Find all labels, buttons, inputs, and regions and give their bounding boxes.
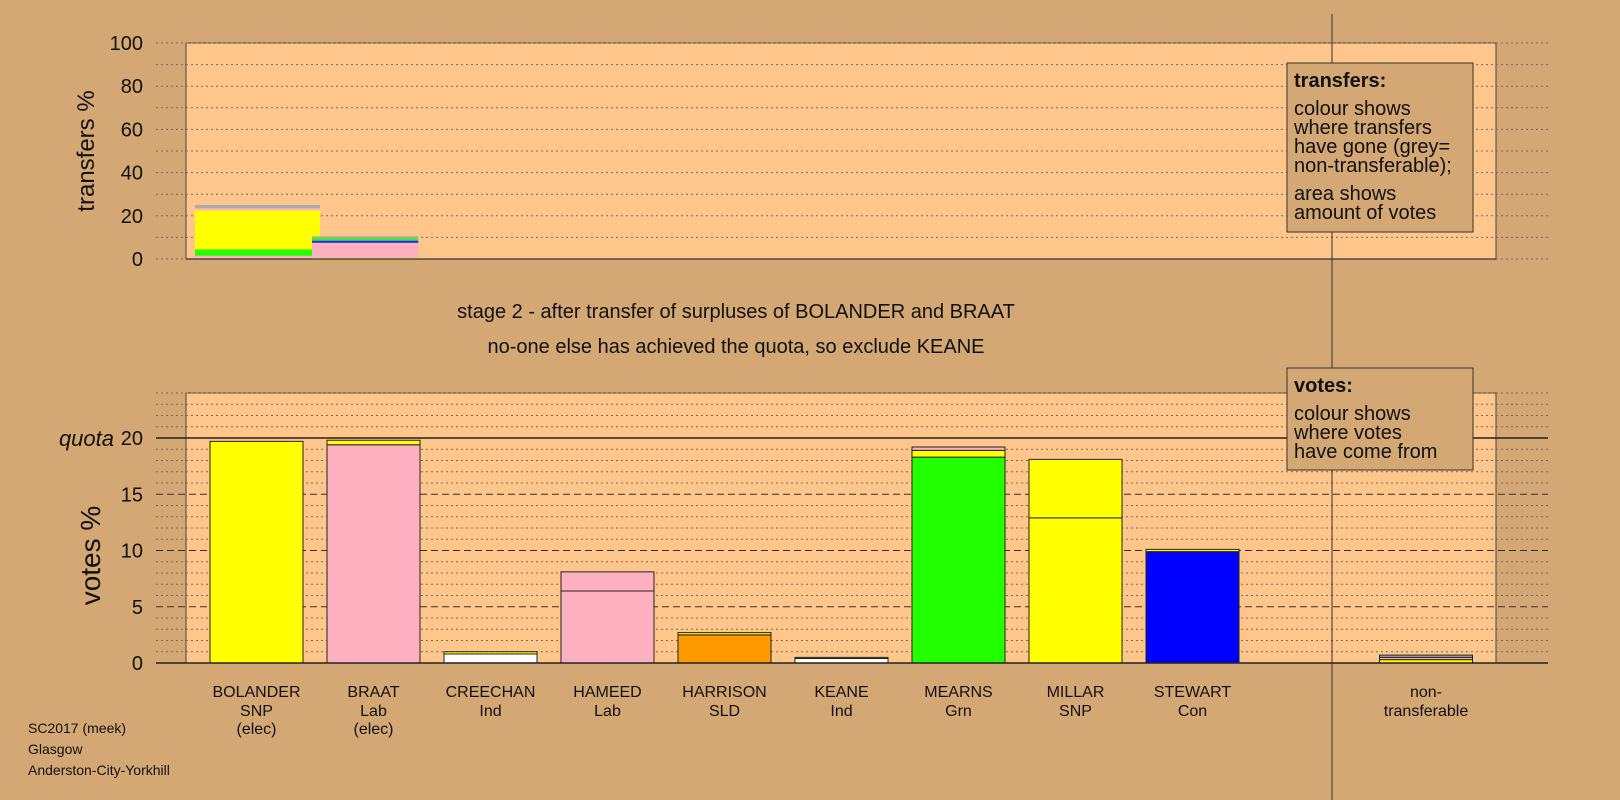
- transfers-y-tick-label: 80: [121, 76, 143, 98]
- transfer-segment: [195, 208, 320, 211]
- votes-y-tick-label: 10: [121, 541, 143, 563]
- candidate-status-label: (elec): [353, 721, 393, 738]
- transfers-y-tick-label: 20: [121, 206, 143, 228]
- transfers-y-tick-label: 100: [110, 33, 143, 55]
- transfers-legend-text: where transfers: [1293, 117, 1432, 139]
- candidate-party-label: Lab: [594, 703, 621, 720]
- candidate-name-label: MILLAR: [1047, 684, 1105, 701]
- votes-legend-title: votes:: [1294, 375, 1353, 397]
- candidate-status-label: (elec): [236, 721, 276, 738]
- votes-y-tick-label: 0: [132, 653, 143, 675]
- transfers-legend-text: amount of votes: [1294, 202, 1436, 224]
- votes-y-tick-label: 20: [121, 428, 143, 450]
- transfer-segment: [312, 236, 419, 239]
- votes-legend-box: [1286, 367, 1474, 471]
- transfers-legend-text: non-transferable);: [1294, 155, 1452, 177]
- transfers-y-axis-label: transfers %: [73, 90, 100, 211]
- candidate-party-label: Ind: [830, 703, 852, 720]
- candidate-name-label: CREECHAN: [446, 684, 536, 701]
- vote-segment: [443, 651, 538, 655]
- transfer-segment: [195, 249, 320, 256]
- vote-segment: [911, 446, 1006, 451]
- ward-name: Anderston-City-Yorkhill: [28, 762, 170, 778]
- candidate-party-label: SLD: [709, 703, 740, 720]
- transfers-y-tick-label: 60: [121, 119, 143, 141]
- stage-subtitle: no-one else has achieved the quota, so e…: [488, 336, 985, 358]
- transfer-segment: [195, 210, 320, 250]
- vote-segment: [1145, 548, 1240, 553]
- votes-y-tick-label: 5: [132, 597, 143, 619]
- votes-legend-text: colour shows: [1294, 403, 1411, 425]
- vote-segment: [326, 444, 421, 664]
- election-name: SC2017 (meek): [28, 720, 127, 736]
- vote-segment: [1145, 551, 1240, 664]
- vote-segment: [326, 439, 421, 446]
- transfers-y-tick-label: 40: [121, 163, 143, 185]
- transfer-segment: [312, 240, 419, 243]
- candidate-name-label: HARRISON: [682, 684, 766, 701]
- candidate-party-label: SNP: [1059, 703, 1092, 720]
- transfers-legend-text: area shows: [1294, 183, 1396, 205]
- candidate-party-label: transferable: [1384, 703, 1469, 720]
- votes-y-tick-label: 15: [121, 484, 143, 506]
- candidate-party-label: Grn: [945, 703, 972, 720]
- council-name: Glasgow: [28, 741, 83, 757]
- candidate-name-label: HAMEED: [573, 684, 641, 701]
- candidate-name-label: KEANE: [814, 684, 868, 701]
- vote-segment: [209, 440, 304, 664]
- candidate-name-label: MEARNS: [924, 684, 992, 701]
- vote-segment: [560, 571, 655, 592]
- vote-segment: [1028, 517, 1123, 664]
- vote-segment: [677, 632, 772, 636]
- vote-segment: [911, 449, 1006, 458]
- vote-segment: [911, 456, 1006, 664]
- candidate-party-label: Con: [1178, 703, 1207, 720]
- candidate-name-label: non-: [1410, 684, 1442, 701]
- candidate-name-label: BRAAT: [347, 684, 399, 701]
- transfers-y-tick-label: 0: [132, 249, 143, 271]
- candidate-name-label: BOLANDER: [212, 684, 300, 701]
- votes-y-axis-label: votes %: [75, 506, 106, 606]
- transfers-legend-text: have gone (grey=: [1294, 136, 1450, 158]
- vote-segment: [677, 634, 772, 664]
- election-footer: SC2017 (meek) Glasgow Anderston-City-Yor…: [28, 718, 170, 781]
- transfer-segment: [312, 242, 419, 258]
- quota-label: quota: [59, 426, 114, 451]
- transfers-legend-text: colour shows: [1294, 98, 1411, 120]
- transfer-segment: [195, 255, 320, 259]
- vote-segment: [794, 656, 889, 659]
- candidate-name-label: STEWART: [1154, 684, 1232, 701]
- transfers-legend-title: transfers:: [1294, 70, 1386, 92]
- stage-title: stage 2 - after transfer of surpluses of…: [457, 301, 1015, 323]
- vote-segment: [1379, 654, 1473, 658]
- candidate-party-label: Lab: [360, 703, 387, 720]
- candidate-party-label: SNP: [240, 703, 273, 720]
- vote-segment: [560, 590, 655, 664]
- transfers-legend-box: [1286, 62, 1474, 233]
- vote-segment: [443, 653, 538, 664]
- candidate-party-label: Ind: [479, 703, 501, 720]
- votes-legend-text: have come from: [1294, 441, 1437, 463]
- transfer-segment: [312, 238, 419, 241]
- vote-segment: [1028, 458, 1123, 519]
- transfer-segment: [195, 205, 320, 209]
- votes-legend-text: where votes: [1293, 422, 1402, 444]
